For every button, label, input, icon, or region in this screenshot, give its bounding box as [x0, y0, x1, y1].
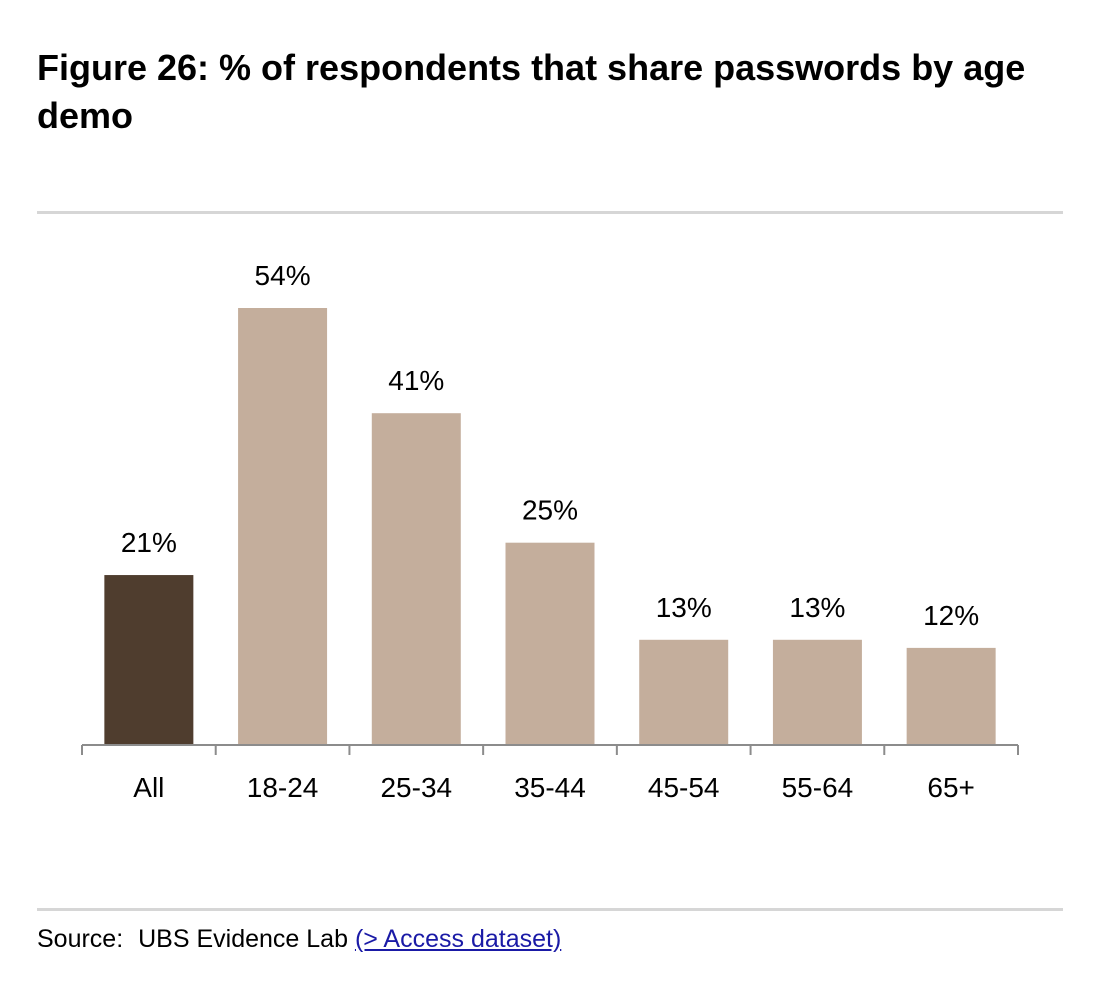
- chart-title: Figure 26: % of respondents that share p…: [37, 47, 1026, 136]
- bar-25-34: [371, 413, 461, 745]
- bar-chart: 21% 54% 41% 25% 13% 13% 12% All 18-24 25-34 35-44…: [81, 260, 1019, 803]
- bar-55-64: [772, 639, 862, 745]
- access-dataset-link[interactable]: (> Access dataset): [354, 925, 562, 953]
- x-axis-ticks-group: [81, 745, 1019, 755]
- data-label: 12%: [923, 600, 979, 631]
- category-label: 55-64: [782, 772, 854, 803]
- source-line: Source: UBS Evidence Lab (> Access datas…: [37, 922, 561, 956]
- bars-group: [104, 308, 996, 745]
- bottom-divider: [37, 908, 1063, 911]
- category-label: 25-34: [380, 772, 452, 803]
- category-label: 35-44: [514, 772, 586, 803]
- data-label: 21%: [121, 527, 177, 558]
- value-labels-group: 21% 54% 41% 25% 13% 13% 12%: [121, 260, 979, 631]
- data-label: 13%: [789, 592, 845, 623]
- category-label: All: [133, 772, 164, 803]
- category-label: 45-54: [648, 772, 720, 803]
- bar-35-44: [505, 542, 595, 745]
- data-label: 54%: [255, 260, 311, 291]
- bar-All: [104, 575, 194, 745]
- source-text: UBS Evidence Lab: [138, 925, 348, 953]
- category-labels-group: All 18-24 25-34 35-44 45-54 55-64 65+: [133, 772, 975, 803]
- bar-65+: [906, 647, 996, 745]
- bar-18-24: [238, 308, 328, 745]
- category-label: 65+: [927, 772, 975, 803]
- data-label: 25%: [522, 495, 578, 526]
- data-label: 13%: [656, 592, 712, 623]
- source-label: Source:: [37, 925, 124, 953]
- category-label: 18-24: [247, 772, 319, 803]
- data-label: 41%: [388, 365, 444, 396]
- bar-45-54: [639, 639, 729, 745]
- top-divider: [37, 211, 1063, 214]
